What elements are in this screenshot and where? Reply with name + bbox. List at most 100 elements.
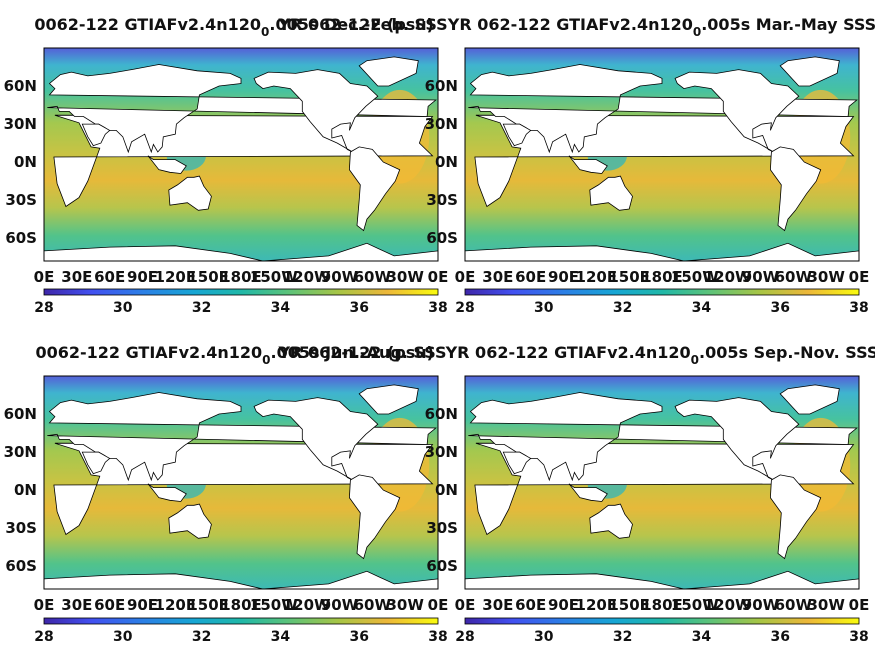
x-tick-label: 0E (849, 268, 870, 286)
colorbar-tick-label: 28 (455, 300, 474, 316)
x-tick-label: 0E (849, 596, 870, 614)
y-tick-label: 30N (4, 115, 37, 133)
land-greenland (358, 384, 419, 415)
colorbar-tick-label: 28 (34, 300, 53, 316)
colorbar (43, 617, 439, 625)
y-tick-label: 0N (14, 153, 37, 171)
colorbar-tick-label: 38 (849, 629, 868, 645)
y-tick-label: 60N (4, 77, 37, 95)
sss-field (465, 48, 859, 261)
land-indonesia (568, 483, 608, 502)
colorbar-tick-label: 32 (613, 300, 632, 316)
x-tick-label: 30E (61, 268, 92, 286)
panel-title: 0062-122 GTIAFv2.4n1200.005s Jun.-Aug. S… (35, 343, 446, 367)
x-tick-label: 180E (641, 268, 683, 286)
panel-title: 0062-122 GTIAFv2.4n1200.005s Dec.-Feb. S… (34, 15, 447, 39)
land-s-america (348, 146, 401, 232)
x-tick-label: 30W (386, 596, 424, 614)
y-tick-label: 30N (4, 443, 37, 461)
colorbar-tick-label: 32 (192, 300, 211, 316)
land-india-arabia (81, 451, 111, 475)
colorbar-tick-label: 38 (428, 300, 447, 316)
x-tick-label: 150E (608, 268, 650, 286)
x-tick-label: 120W (283, 596, 331, 614)
land-s-america (769, 474, 822, 560)
land-antarctica (465, 570, 859, 589)
x-tick-label: 30E (482, 268, 513, 286)
y-tick-label: 0N (14, 481, 37, 499)
sss-field (44, 376, 438, 589)
colorbar-tick-label: 34 (271, 629, 291, 645)
colorbar-tick-label: 30 (534, 629, 554, 645)
land-australia (168, 175, 212, 211)
map-frame (464, 375, 860, 590)
x-tick-label: 90E (548, 268, 579, 286)
map-panel-4: YR 062-122 GTIAFv2.4n1200.005s Sep.-Nov.… (425, 343, 875, 645)
y-tick-label: 0N (435, 153, 458, 171)
y-tick-label: 60N (425, 405, 458, 423)
x-tick-label: 150E (608, 596, 650, 614)
x-tick-label: 30W (807, 596, 845, 614)
x-tick-label: 0E (428, 268, 449, 286)
x-tick-label: 60E (94, 268, 125, 286)
colorbar-tick-label: 38 (849, 300, 868, 316)
x-tick-label: 120W (283, 268, 331, 286)
y-tick-label: 60N (425, 77, 458, 95)
x-tick-label: 90E (548, 596, 579, 614)
colorbar-tick-label: 36 (770, 300, 789, 316)
x-tick-label: 150W (671, 596, 719, 614)
x-tick-label: 120W (704, 268, 752, 286)
colorbar-tick-label: 36 (349, 629, 368, 645)
x-tick-label: 120E (576, 596, 618, 614)
colorbar-tick-label: 36 (770, 629, 789, 645)
x-tick-label: 120E (155, 268, 197, 286)
land-greenland (779, 384, 840, 415)
y-tick-label: 60S (426, 557, 458, 575)
x-tick-label: 0E (455, 268, 476, 286)
land-n-america (674, 397, 800, 481)
y-tick-label: 60S (5, 229, 37, 247)
land-indonesia (147, 483, 187, 502)
land-india-arabia (81, 123, 111, 147)
panel-title: YR 062-122 GTIAFv2.4n1200.005s Mar.-May … (447, 15, 875, 39)
land-indonesia (147, 155, 187, 174)
x-tick-label: 0E (428, 596, 449, 614)
colorbar-tick-label: 34 (271, 300, 291, 316)
y-tick-label: 60S (5, 557, 37, 575)
x-tick-label: 60E (94, 596, 125, 614)
x-tick-label: 180E (220, 268, 262, 286)
map-frame (43, 375, 439, 590)
land-australia (589, 175, 633, 211)
colorbar-tick-label: 34 (692, 629, 712, 645)
colorbar-tick-label: 32 (613, 629, 632, 645)
x-tick-label: 90E (127, 268, 158, 286)
y-tick-label: 30N (425, 115, 458, 133)
x-tick-label: 0E (455, 596, 476, 614)
sss-field (465, 376, 859, 589)
land-n-america (674, 69, 800, 153)
x-tick-label: 90W (321, 596, 359, 614)
land-greenland (779, 56, 840, 87)
y-tick-label: 30S (426, 519, 458, 537)
colorbar-tick-label: 32 (192, 629, 211, 645)
x-tick-label: 30W (386, 268, 424, 286)
x-tick-label: 60W (775, 596, 813, 614)
colorbar-tick-label: 30 (534, 300, 554, 316)
colorbar-tick-label: 28 (34, 629, 53, 645)
x-tick-label: 30E (61, 596, 92, 614)
land-greenland (358, 56, 419, 87)
map-frame (464, 47, 860, 262)
y-tick-label: 60N (4, 405, 37, 423)
map-panel-3: 0062-122 GTIAFv2.4n1200.005s Jun.-Aug. S… (4, 343, 449, 645)
land-antarctica (44, 570, 438, 589)
x-tick-label: 150E (187, 268, 229, 286)
map-frame (43, 47, 439, 262)
x-tick-label: 150W (250, 268, 298, 286)
colorbar-tick-label: 28 (455, 629, 474, 645)
land-india-arabia (502, 451, 532, 475)
colorbar (464, 288, 860, 296)
x-tick-label: 120E (155, 596, 197, 614)
x-tick-label: 60E (515, 268, 546, 286)
y-tick-label: 30S (5, 191, 37, 209)
